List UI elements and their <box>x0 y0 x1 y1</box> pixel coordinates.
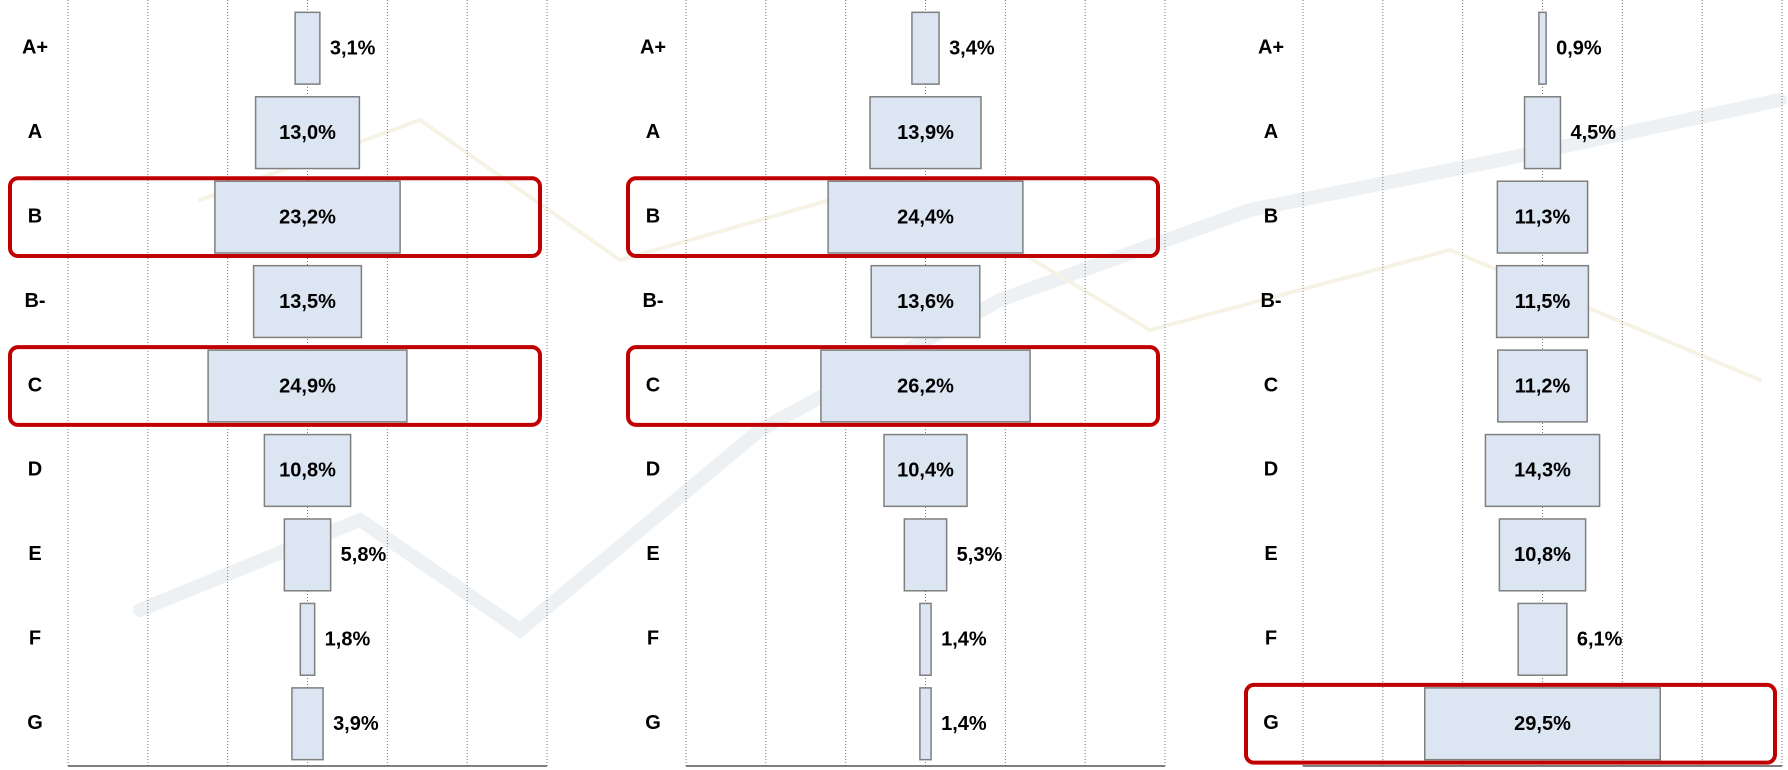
category-label: G <box>27 712 43 734</box>
value-label: 1,4% <box>941 629 987 651</box>
category-label: A+ <box>22 37 48 59</box>
category-label: E <box>646 543 659 565</box>
bar <box>283 518 332 592</box>
category-label: E <box>1264 543 1277 565</box>
category-label: F <box>29 628 41 650</box>
bar <box>294 11 321 85</box>
bar <box>207 349 408 423</box>
bar <box>1497 349 1588 423</box>
value-label: 13,5% <box>279 291 336 313</box>
value-label: 6,1% <box>1577 629 1623 651</box>
bar <box>252 264 363 339</box>
category-label: F <box>1265 628 1277 650</box>
value-label: 10,8% <box>1514 544 1571 566</box>
bar <box>1495 264 1590 339</box>
category-label: A <box>28 121 42 143</box>
bar <box>820 349 1031 423</box>
value-label: 14,3% <box>1514 460 1571 482</box>
category-label: C <box>28 374 42 396</box>
bar <box>883 433 968 508</box>
bar <box>1517 602 1568 676</box>
bar <box>1484 433 1601 508</box>
value-label: 13,0% <box>279 122 336 144</box>
bar <box>870 264 981 339</box>
highlight-box <box>626 345 1160 427</box>
category-label: A+ <box>640 37 666 59</box>
category-label: B <box>28 205 42 227</box>
value-label: 4,5% <box>1570 122 1616 144</box>
highlight-box <box>1244 682 1777 765</box>
category-label: B <box>646 205 660 227</box>
category-label: B- <box>1260 290 1281 312</box>
bar <box>263 433 352 508</box>
bar <box>254 96 361 170</box>
category-label: G <box>645 712 661 734</box>
value-label: 13,6% <box>897 291 954 313</box>
value-label: 1,8% <box>325 629 371 651</box>
value-label: 13,9% <box>897 122 954 144</box>
category-label: G <box>1263 712 1279 734</box>
highlight-box <box>626 176 1160 258</box>
bar <box>1538 11 1547 85</box>
bar <box>903 518 948 592</box>
value-label: 23,2% <box>279 206 336 228</box>
category-label: B <box>1264 205 1278 227</box>
value-label: 5,3% <box>957 544 1003 566</box>
value-label: 11,5% <box>1515 291 1571 313</box>
category-label: C <box>646 374 660 396</box>
category-label: B- <box>642 290 663 312</box>
value-label: 29,5% <box>1514 713 1571 735</box>
bar <box>869 96 982 170</box>
bar <box>1423 687 1662 761</box>
value-label: 1,4% <box>941 713 987 735</box>
highlight-box <box>8 176 542 258</box>
category-label: D <box>646 459 660 481</box>
category-label: C <box>1264 374 1278 396</box>
category-label: E <box>28 543 41 565</box>
bar <box>919 687 932 761</box>
highlight-box <box>8 345 542 427</box>
value-label: 10,8% <box>279 460 336 482</box>
value-label: 11,3% <box>1515 206 1571 228</box>
value-label: 11,2% <box>1515 375 1571 397</box>
bar <box>214 180 401 254</box>
category-label: D <box>28 459 42 481</box>
bar <box>299 602 316 676</box>
category-label: D <box>1264 459 1278 481</box>
bar <box>1498 518 1587 592</box>
bar <box>1496 180 1589 254</box>
value-label: 24,4% <box>897 206 954 228</box>
value-label: 5,8% <box>341 544 387 566</box>
bar <box>1523 96 1562 170</box>
value-label: 0,9% <box>1556 38 1602 60</box>
value-label: 10,4% <box>897 460 954 482</box>
category-label: F <box>647 628 659 650</box>
category-label: A <box>1264 121 1278 143</box>
value-label: 3,4% <box>949 38 995 60</box>
bar <box>911 11 940 85</box>
bar <box>919 602 932 676</box>
category-label: A+ <box>1258 37 1284 59</box>
bar <box>291 687 324 761</box>
value-label: 24,9% <box>279 375 336 397</box>
value-label: 3,1% <box>330 38 376 60</box>
category-label: B- <box>24 290 45 312</box>
bar <box>827 180 1024 254</box>
value-label: 26,2% <box>897 375 954 397</box>
category-label: A <box>646 121 660 143</box>
value-label: 3,9% <box>333 713 379 735</box>
